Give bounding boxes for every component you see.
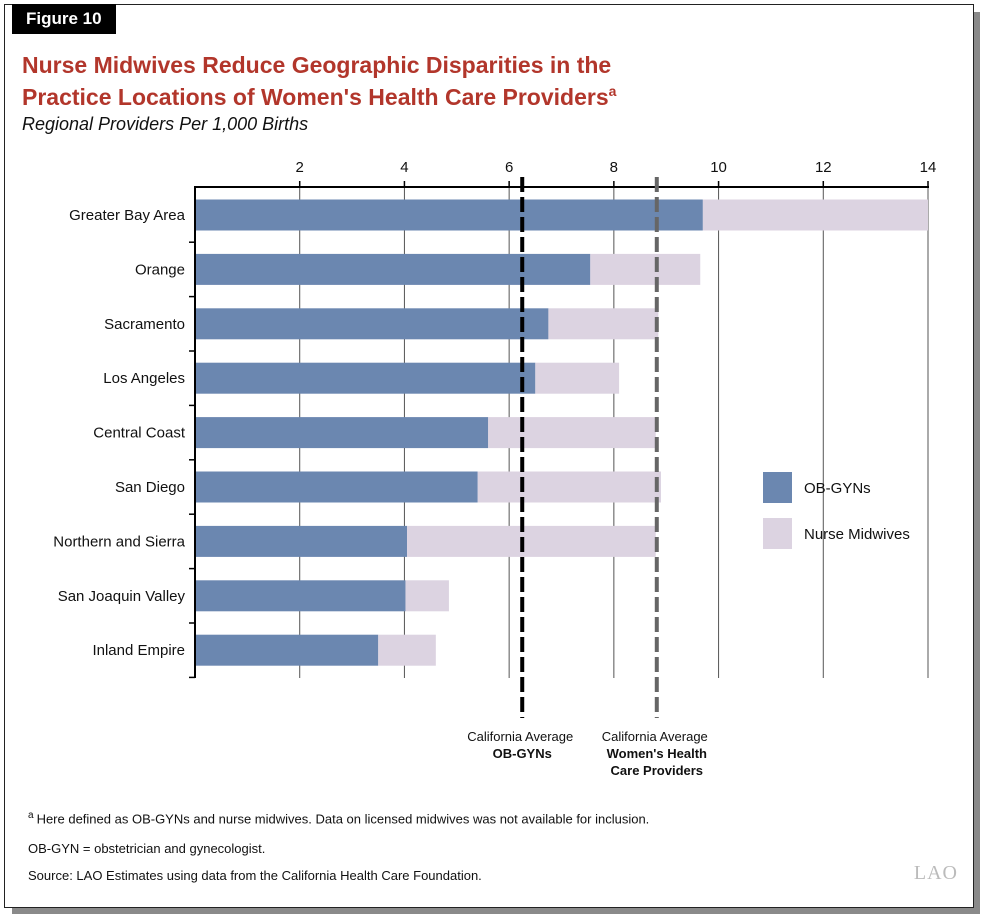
category-label: Los Angeles — [103, 370, 185, 387]
bar-obgyn — [195, 471, 478, 503]
avg-label-line2: Women's Health — [607, 746, 707, 761]
footnote-abbrev: OB-GYN = obstetrician and gynecologist. — [28, 841, 266, 856]
footnote-source: Source: LAO Estimates using data from th… — [28, 868, 482, 883]
footnote-a-text: Here defined as OB-GYNs and nurse midwiv… — [36, 811, 650, 827]
category-label: Central Coast — [93, 425, 186, 442]
lao-logo: LAO — [913, 862, 958, 884]
category-label: Northern and Sierra — [53, 533, 185, 550]
x-tick-label: 2 — [296, 159, 304, 176]
x-tick-label: 14 — [920, 159, 937, 176]
bar-obgyn — [195, 417, 489, 449]
avg-label-line1: California Average — [467, 729, 573, 744]
bar-obgyn — [195, 580, 406, 612]
bar-obgyn — [195, 308, 549, 340]
bar-obgyn — [195, 634, 379, 666]
x-tick-label: 6 — [505, 159, 513, 176]
bar-obgyn — [195, 253, 591, 285]
x-tick-label: 12 — [815, 159, 832, 176]
chart-subtitle: Regional Providers Per 1,000 Births — [22, 114, 309, 134]
bar-nurse-midwives — [548, 308, 659, 340]
bar-nurse-midwives — [702, 199, 928, 231]
footnote-marker: a — [28, 810, 34, 821]
bar-obgyn — [195, 199, 703, 231]
category-label: San Diego — [115, 479, 185, 496]
legend-swatch-nurse-midwives — [763, 518, 792, 549]
bar-nurse-midwives — [407, 525, 656, 557]
bar-obgyn — [195, 362, 536, 394]
reference-lines: California Average OB-GYNs California Aver… — [467, 177, 708, 778]
category-label: Sacramento — [104, 316, 185, 333]
x-tick-label: 8 — [610, 159, 618, 176]
bars — [195, 199, 928, 666]
avg-label-line3: Care Providers — [611, 763, 704, 778]
bar-obgyn — [195, 525, 408, 557]
category-label: Greater Bay Area — [69, 207, 186, 224]
legend: OB-GYNs Nurse Midwives — [763, 472, 910, 549]
bar-nurse-midwives — [488, 417, 656, 449]
category-label: Inland Empire — [92, 642, 185, 659]
x-tick-label: 10 — [710, 159, 727, 176]
footnote-a: a Here defined as OB-GYNs and nurse midwi… — [28, 810, 649, 826]
figure-label: Figure 10 — [12, 4, 116, 34]
legend-label-obgyn: OB-GYNs — [804, 480, 871, 497]
chart-title-line2: Practice Locations of Women's Health Car… — [22, 84, 609, 110]
avg-label-line1: California Average — [602, 729, 708, 744]
avg-label-line2: OB-GYNs — [493, 746, 552, 761]
legend-label-nurse-midwives: Nurse Midwives — [804, 526, 910, 543]
figure-frame — [4, 4, 974, 908]
category-label: San Joaquin Valley — [58, 588, 186, 605]
legend-swatch-obgyn — [763, 472, 792, 503]
bar-nurse-midwives — [477, 471, 661, 503]
axes: 2 4 6 8 10 12 14 Greater Bay Area Orange Sacramen… — [53, 159, 937, 679]
title-footnote-marker: a — [608, 83, 617, 99]
chart-title: Nurse Midwives Reduce Geographic Dispari… — [22, 52, 922, 110]
chart-title-line1: Nurse Midwives Reduce Geographic Dispari… — [22, 52, 612, 78]
category-label: Orange — [135, 261, 185, 278]
bar-nurse-midwives — [405, 580, 449, 612]
bar-nurse-midwives — [535, 362, 620, 394]
bar-nurse-midwives — [378, 634, 436, 666]
bar-chart: 2 4 6 8 10 12 14 Greater Bay Area Orange Sacramen… — [53, 159, 937, 778]
x-tick-label: 4 — [400, 159, 408, 176]
bar-nurse-midwives — [590, 253, 701, 285]
